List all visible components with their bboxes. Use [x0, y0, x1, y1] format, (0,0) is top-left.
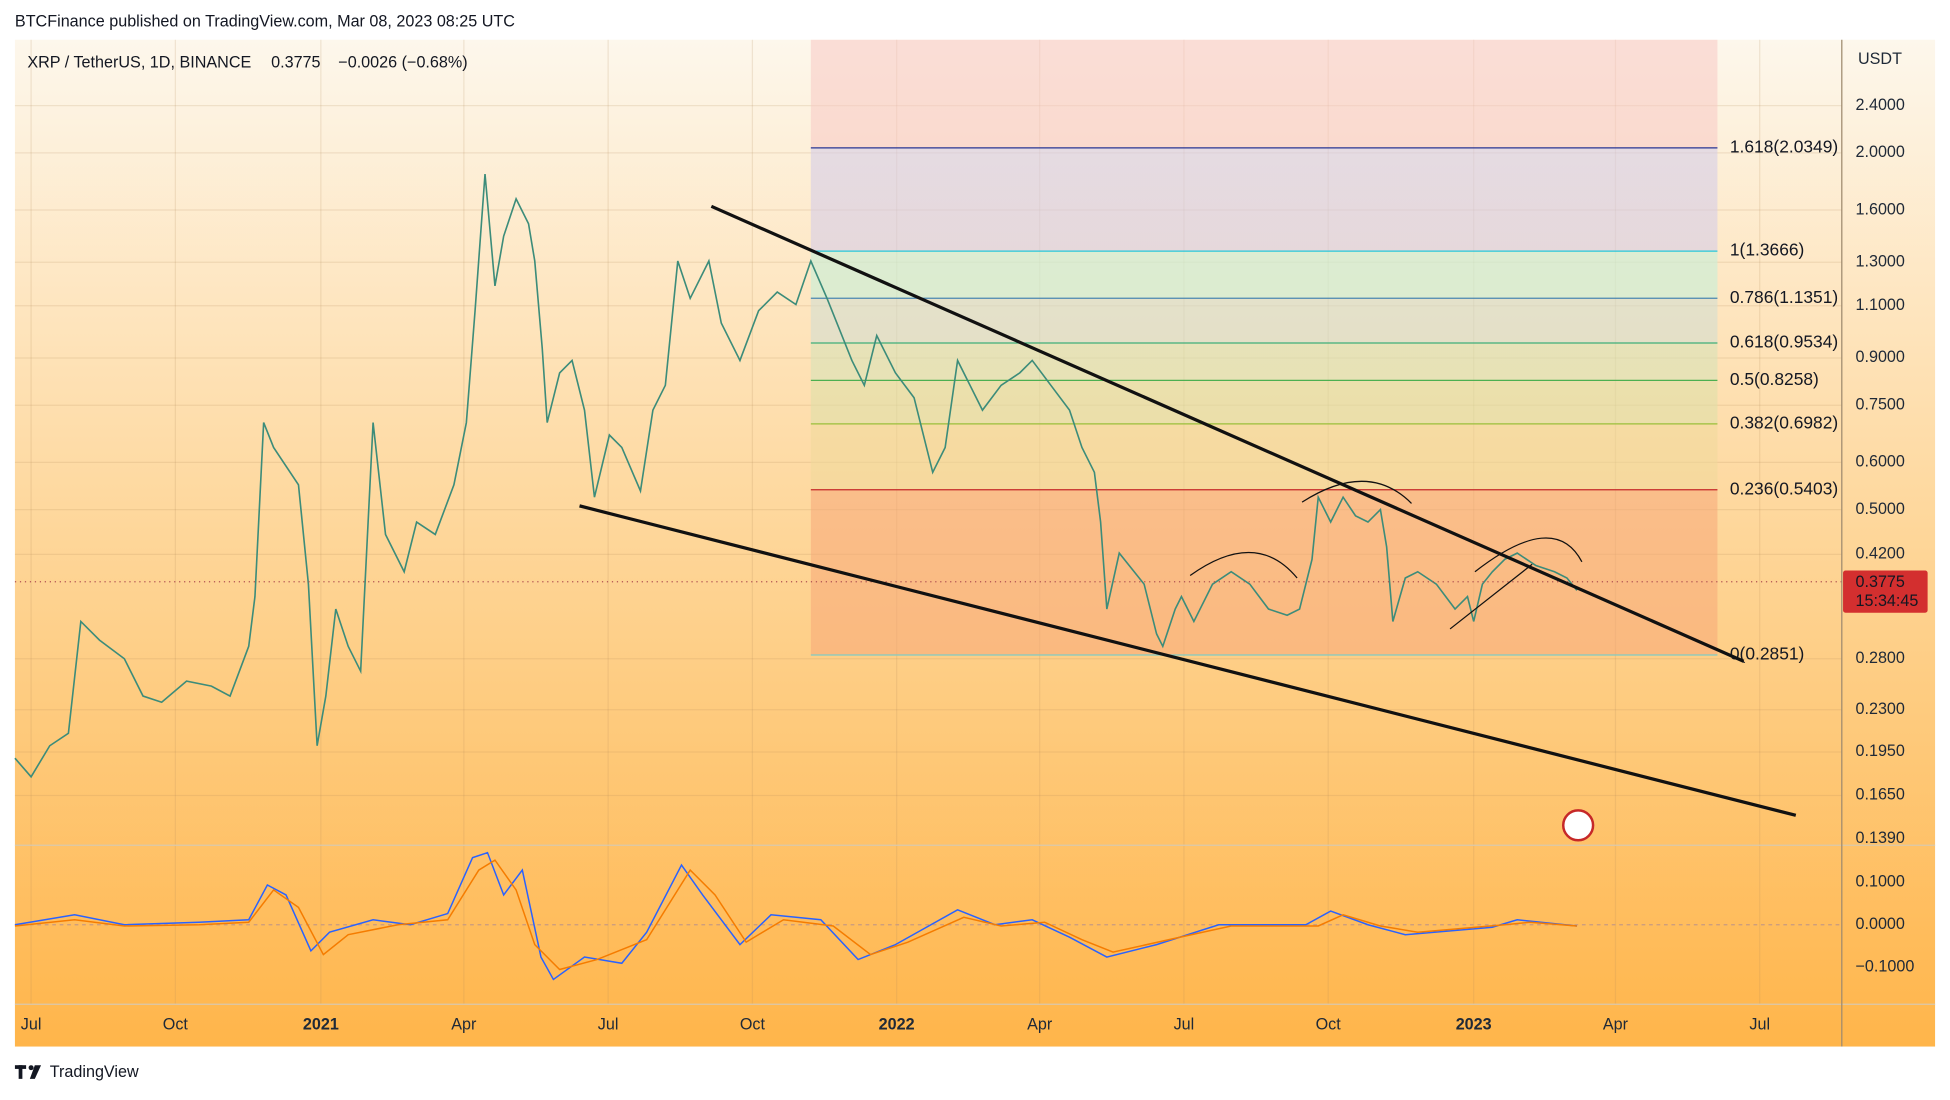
fib-label: 1.618(2.0349)	[1730, 137, 1838, 157]
time-axis-label: Oct	[740, 1016, 766, 1034]
price-axis-label: 0.1950	[1855, 742, 1904, 760]
macd-axis-label: 0.0000	[1855, 915, 1904, 933]
price-badge	[1843, 570, 1928, 613]
price-axis-label: 0.1390	[1855, 829, 1904, 847]
publisher-line: BTCFinance published on TradingView.com,…	[15, 13, 515, 31]
price-axis-unit: USDT	[1858, 50, 1902, 68]
time-axis-label: Apr	[451, 1016, 477, 1034]
price-axis-label: 1.1000	[1855, 296, 1904, 314]
brand-logo	[14, 1065, 42, 1079]
symbol-name: XRP / TetherUS, 1D, BINANCE	[27, 54, 251, 72]
price-axis-label: 0.6000	[1855, 453, 1904, 471]
price-axis-label: 0.2300	[1855, 700, 1904, 718]
symbol-price: 0.3775	[271, 54, 320, 72]
macd-line	[14, 851, 1577, 981]
time-axis-label: Jul	[21, 1016, 42, 1034]
signal-line	[14, 859, 1577, 971]
time-axis-label: 2021	[303, 1016, 339, 1034]
price-axis-label: 1.3000	[1855, 253, 1904, 271]
fib-label: 0.786(1.1351)	[1730, 287, 1838, 307]
time-axis-label: Jul	[598, 1016, 619, 1034]
price-axis-label: 0.2800	[1855, 649, 1904, 667]
fib-label: 0.236(0.5403)	[1730, 478, 1838, 498]
time-axis-label: Jul	[1174, 1016, 1195, 1034]
event-icon[interactable]	[1561, 809, 1595, 842]
price-axis-label: 0.4200	[1855, 545, 1904, 563]
price-line	[14, 173, 1578, 779]
time-axis-label: Jul	[1749, 1016, 1770, 1034]
time-axis-label: 2022	[879, 1016, 915, 1034]
price-axis-label: 1.6000	[1855, 200, 1904, 218]
drawings	[579, 204, 1797, 817]
badge-price: 0.3775	[1855, 573, 1904, 591]
price-axis-label: 0.7500	[1855, 395, 1904, 413]
symbol-change: −0.0026 (−0.68%)	[338, 54, 467, 72]
price-axis-label: 0.5000	[1855, 500, 1904, 518]
macd-axis-label: −0.1000	[1855, 957, 1914, 975]
fib-label: 0.618(0.9534)	[1730, 332, 1838, 352]
badge-countdown: 15:34:45	[1855, 592, 1918, 610]
macd-axis-label: 0.1000	[1855, 873, 1904, 891]
time-axis-label: Apr	[1027, 1016, 1053, 1034]
fib-label: 0(0.2851)	[1730, 644, 1804, 664]
time-axis-label: Oct	[1316, 1016, 1342, 1034]
time-axis-label: Apr	[1603, 1016, 1629, 1034]
brand-name: TradingView	[50, 1063, 139, 1081]
fib-label: 1(1.3666)	[1730, 240, 1804, 260]
fib-zones	[810, 39, 1718, 656]
price-axis-label: 0.1650	[1855, 786, 1904, 804]
time-axis-label: Oct	[163, 1016, 189, 1034]
fib-label: 0.5(0.8258)	[1730, 369, 1819, 389]
time-axis-label: 2023	[1456, 1016, 1492, 1034]
price-axis-label: 0.9000	[1855, 348, 1904, 366]
fib-label: 0.382(0.6982)	[1730, 412, 1838, 432]
price-axis-label: 2.4000	[1855, 96, 1904, 114]
price-axis-label: 2.0000	[1855, 143, 1904, 161]
fib-labels: 1.618(2.0349) 1(1.3666) 0.786(1.1351) 0.…	[1730, 137, 1838, 664]
